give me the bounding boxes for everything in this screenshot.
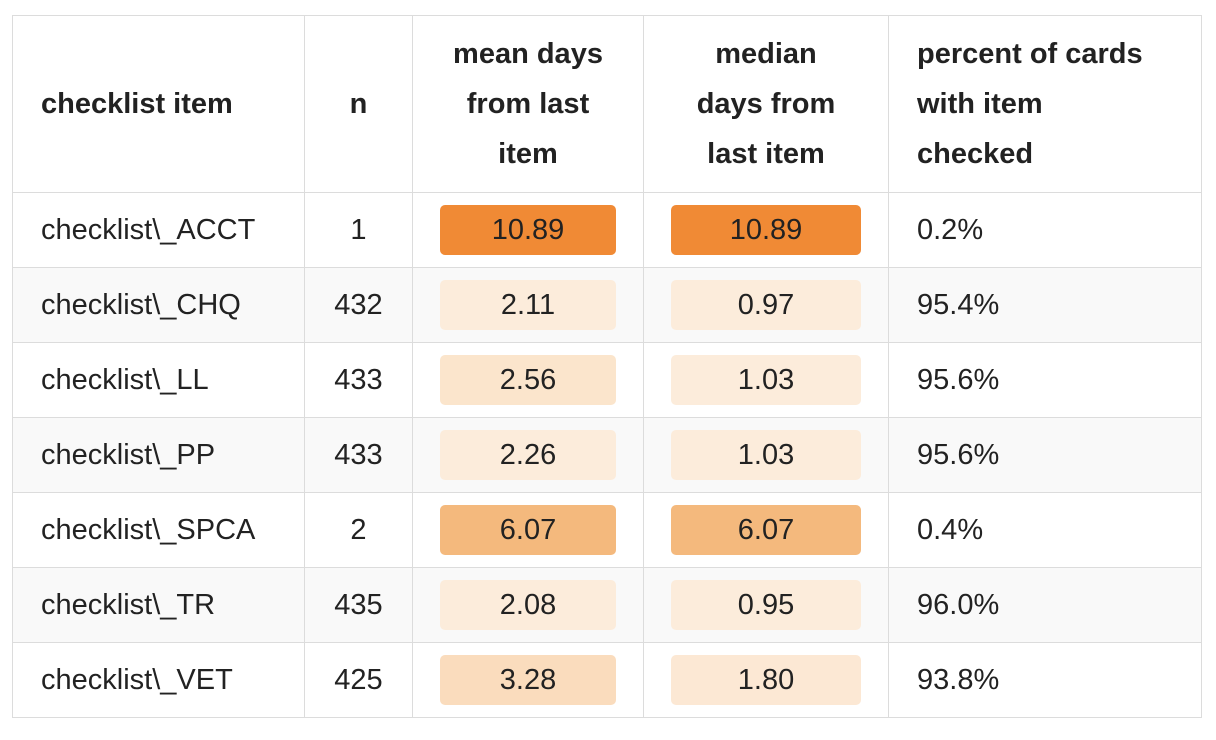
mean-days-pill: 2.26 — [440, 430, 616, 480]
cell-mean-days: 10.89 — [412, 192, 644, 268]
cell-n: 433 — [304, 342, 413, 418]
median-days-pill: 1.03 — [671, 430, 861, 480]
cell-checklist-item: checklist\_CHQ — [12, 267, 305, 343]
cell-n: 2 — [304, 492, 413, 568]
median-days-pill: 1.03 — [671, 355, 861, 405]
header-mean-days: mean days from last item — [412, 15, 644, 193]
header-n-label: n — [349, 88, 368, 120]
cell-percent-checked: 93.8% — [888, 642, 1202, 718]
cell-mean-days: 2.08 — [412, 567, 644, 643]
cell-mean-days: 3.28 — [412, 642, 644, 718]
cell-median-days: 0.95 — [643, 567, 889, 643]
table-row: checklist\_VET 425 3.28 1.80 93.8% — [12, 642, 1202, 718]
cell-mean-days: 2.56 — [412, 342, 644, 418]
header-median-line-2: days from — [696, 88, 836, 120]
table-row: checklist\_ACCT 1 10.89 10.89 0.2% — [12, 192, 1202, 268]
mean-days-pill: 2.11 — [440, 280, 616, 330]
header-mean-line-3: item — [498, 138, 558, 170]
cell-median-days: 0.97 — [643, 267, 889, 343]
header-checklist-item: checklist item — [12, 15, 305, 193]
cell-n: 425 — [304, 642, 413, 718]
mean-days-pill: 6.07 — [440, 505, 616, 555]
cell-checklist-item: checklist\_VET — [12, 642, 305, 718]
cell-n: 432 — [304, 267, 413, 343]
table-row: checklist\_SPCA 2 6.07 6.07 0.4% — [12, 492, 1202, 568]
cell-percent-checked: 0.2% — [888, 192, 1202, 268]
header-percent-line-1: percent of cards — [917, 38, 1143, 70]
median-days-pill: 0.95 — [671, 580, 861, 630]
header-median-line-1: median — [715, 38, 817, 70]
median-days-pill: 6.07 — [671, 505, 861, 555]
header-n: n — [304, 15, 413, 193]
median-days-pill: 0.97 — [671, 280, 861, 330]
cell-median-days: 1.80 — [643, 642, 889, 718]
cell-percent-checked: 95.6% — [888, 417, 1202, 493]
cell-percent-checked: 96.0% — [888, 567, 1202, 643]
cell-percent-checked: 95.6% — [888, 342, 1202, 418]
mean-days-pill: 3.28 — [440, 655, 616, 705]
header-row: checklist item n mean days from last ite… — [12, 15, 1202, 193]
table-row: checklist\_PP 433 2.26 1.03 95.6% — [12, 417, 1202, 493]
table-row: checklist\_TR 435 2.08 0.95 96.0% — [12, 567, 1202, 643]
header-mean-line-2: from last — [466, 88, 590, 120]
cell-checklist-item: checklist\_TR — [12, 567, 305, 643]
cell-checklist-item: checklist\_SPCA — [12, 492, 305, 568]
cell-percent-checked: 0.4% — [888, 492, 1202, 568]
cell-checklist-item: checklist\_PP — [12, 417, 305, 493]
mean-days-pill: 2.56 — [440, 355, 616, 405]
table-container: checklist item n mean days from last ite… — [12, 15, 1202, 718]
mean-days-pill: 2.08 — [440, 580, 616, 630]
cell-n: 1 — [304, 192, 413, 268]
cell-median-days: 6.07 — [643, 492, 889, 568]
cell-checklist-item: checklist\_ACCT — [12, 192, 305, 268]
cell-checklist-item: checklist\_LL — [12, 342, 305, 418]
cell-n: 433 — [304, 417, 413, 493]
header-median-line-3: last item — [707, 138, 825, 170]
median-days-pill: 1.80 — [671, 655, 861, 705]
cell-mean-days: 2.11 — [412, 267, 644, 343]
header-median-days: median days from last item — [643, 15, 889, 193]
median-days-pill: 10.89 — [671, 205, 861, 255]
cell-mean-days: 6.07 — [412, 492, 644, 568]
header-checklist-item-label: checklist item — [41, 88, 233, 120]
cell-median-days: 1.03 — [643, 417, 889, 493]
mean-days-pill: 10.89 — [440, 205, 616, 255]
cell-median-days: 10.89 — [643, 192, 889, 268]
header-percent-line-2: with item — [917, 88, 1043, 120]
cell-percent-checked: 95.4% — [888, 267, 1202, 343]
table-row: checklist\_CHQ 432 2.11 0.97 95.4% — [12, 267, 1202, 343]
table-header: checklist item n mean days from last ite… — [12, 15, 1202, 193]
table-row: checklist\_LL 433 2.56 1.03 95.6% — [12, 342, 1202, 418]
header-percent-line-3: checked — [917, 138, 1034, 170]
cell-n: 435 — [304, 567, 413, 643]
cell-mean-days: 2.26 — [412, 417, 644, 493]
table-body: checklist\_ACCT 1 10.89 10.89 0.2% check… — [12, 192, 1202, 718]
checklist-stats-table: checklist item n mean days from last ite… — [12, 15, 1202, 718]
cell-median-days: 1.03 — [643, 342, 889, 418]
header-mean-line-1: mean days — [453, 38, 603, 70]
header-percent-checked: percent of cards with item checked — [888, 15, 1202, 193]
